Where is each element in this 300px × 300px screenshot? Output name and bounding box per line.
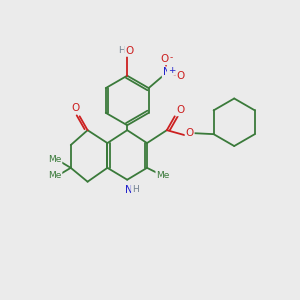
Text: Me: Me [48, 171, 62, 180]
Text: H: H [118, 46, 124, 56]
Text: Me: Me [48, 155, 62, 164]
Text: H: H [132, 185, 139, 194]
Text: O: O [125, 46, 133, 56]
Text: O: O [72, 103, 80, 113]
Text: O: O [176, 71, 184, 81]
Text: +: + [168, 66, 175, 75]
Text: O: O [185, 128, 194, 138]
Text: N: N [125, 184, 133, 195]
Text: -: - [170, 53, 173, 62]
Text: O: O [177, 105, 185, 116]
Text: N: N [163, 67, 170, 77]
Text: O: O [160, 54, 169, 64]
Text: Me: Me [156, 171, 170, 180]
